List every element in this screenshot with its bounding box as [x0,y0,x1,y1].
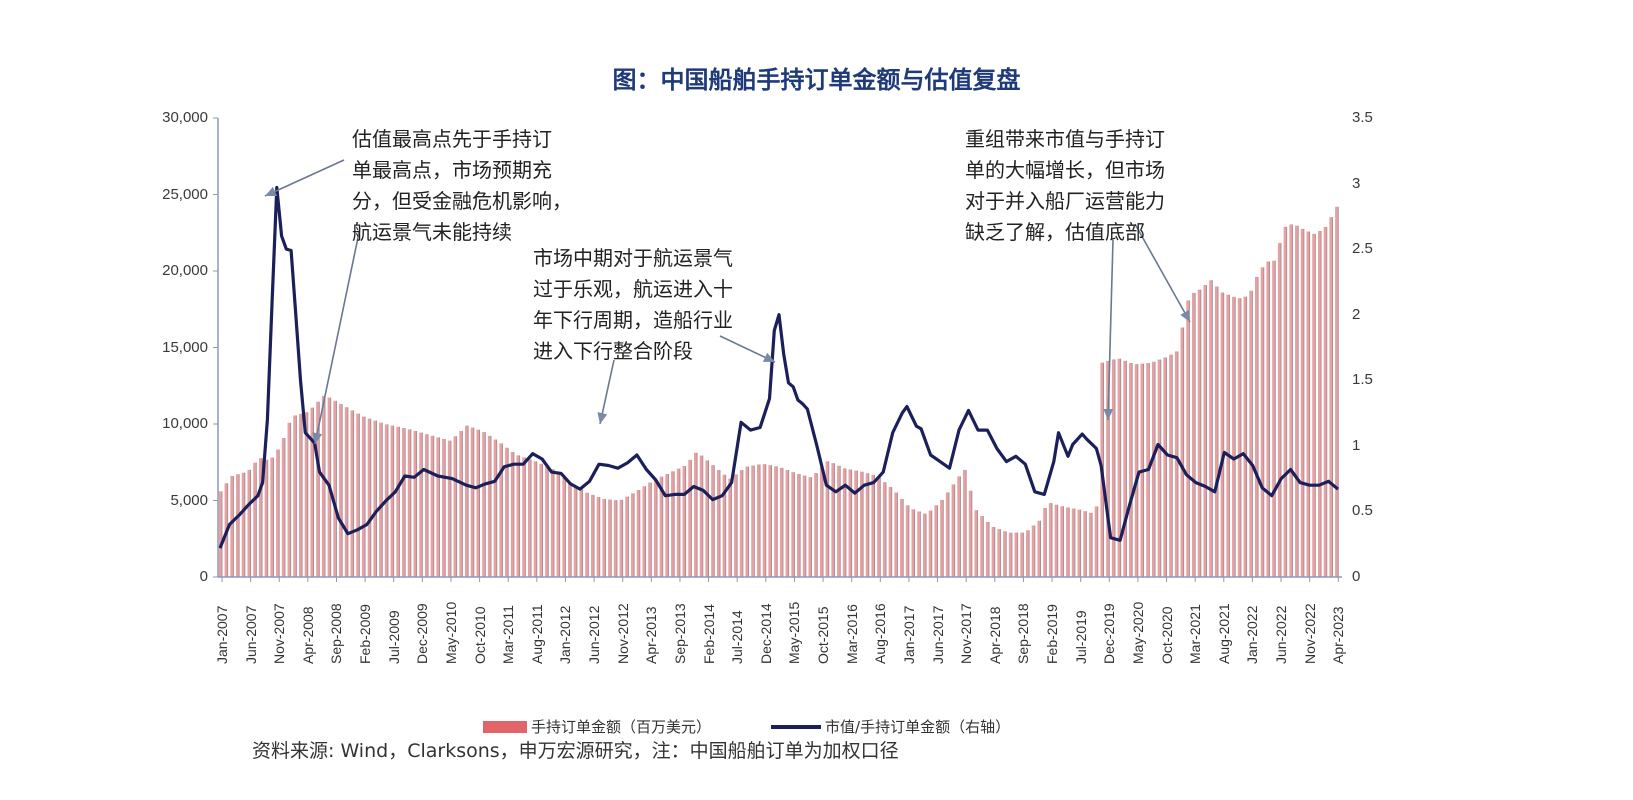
x-axis-tick-label: Jan-2012 [557,605,574,664]
x-axis-ticks [213,117,1339,582]
x-axis-tick-label: Apr-2018 [986,606,1003,664]
x-axis-tick-label: Dec-2014 [757,603,774,664]
annotation-restructuring: 重组带来市值与手持订 单的大幅增长，但市场 对于并入船厂运营能力 缺乏了解，估值… [965,127,1165,244]
x-axis-tick-label: Feb-2009 [357,604,374,664]
right-axis-tick-label: 0 [1352,568,1361,585]
x-axis-tick-label: Feb-2019 [1044,604,1061,664]
x-axis-tick-label: Jun-2022 [1273,605,1290,664]
right-axis-tick-label: 0.5 [1352,502,1373,520]
x-axis-tick-label: Jan-2017 [900,605,917,664]
x-axis-tick-label: Apr-2008 [299,606,316,664]
holding-orders-bars [218,206,1339,578]
x-axis-tick-label: Dec-2019 [1101,603,1118,664]
right-axis-tick-label: 2 [1352,305,1361,323]
left-axis-tick-label: 20,000 [162,262,208,279]
valuation-ratio-line [218,185,1340,549]
x-axis-tick-label: Oct-2010 [471,606,488,664]
right-axis-tick-label: 3.5 [1352,109,1373,126]
x-axis-tick-label: Jun-2017 [929,605,946,664]
left-axis-tick-label: 5,000 [170,491,208,509]
x-axis-tick-label: Jul-2009 [385,610,402,664]
annotation-mid-cycle: 市场中期对于航运景气 过于乐观，航运进入十 年下行周期，造船行业 进入下行整合阶… [533,246,733,363]
left-axis-tick-label: 10,000 [162,415,208,432]
left-axis-tick-label: 0 [199,568,208,585]
x-axis-tick-label: Apr-2013 [643,606,660,664]
x-axis-tick-label: May-2020 [1129,601,1146,664]
x-axis-tick-label: Mar-2011 [500,605,517,664]
x-axis-tick-label: Oct-2020 [1158,606,1175,664]
chart-title: 图：中国船舶手持订单金额与估值复盘 [612,66,1021,94]
x-axis-tick-label: Sep-2008 [328,603,345,664]
right-axis-tick-label: 1.5 [1352,371,1373,389]
left-axis-tick-label: 15,000 [162,338,208,356]
x-axis-tick-label: Aug-2011 [528,604,545,664]
legend-bar-swatch [483,720,527,733]
x-axis-tick-label: Jul-2014 [729,610,746,664]
x-axis-tick-label: Nov-2007 [271,603,288,664]
x-axis-tick-label: Jan-2022 [1244,605,1261,664]
x-axis-tick-label: Sep-2018 [1015,603,1032,664]
x-axis-tick-label: Oct-2015 [815,606,832,664]
x-axis-tick-label: Mar-2021 [1187,604,1204,664]
left-axis-tick-label: 25,000 [162,185,208,203]
left-axis-tick-label: 30,000 [162,109,208,126]
x-axis-tick-label: Nov-2012 [614,603,631,664]
x-axis-tick-label: Nov-2017 [958,603,975,664]
x-axis-tick-label: Aug-2016 [872,603,889,664]
x-axis-tick-label: Jan-2007 [214,605,230,664]
x-axis-tick-label: Mar-2016 [843,604,860,664]
x-axis-tick-label: Jun-2012 [586,605,603,664]
annotation-peak-valuation: 估值最高点先于手持订 单最高点，市场预期充 分，但受金融危机影响， 航运景气未能… [352,127,572,244]
x-axis-tick-label: Feb-2014 [700,604,717,664]
x-axis-tick-label: Apr-2023 [1330,606,1347,664]
annotation-arrows [264,159,1191,445]
right-axis-tick-label: 3 [1352,174,1361,192]
source-note: 资料来源: Wind，Clarksons，申万宏源研究，注：中国船舶订单为加权口… [252,740,899,762]
chart-legend: 手持订单金额（百万美元） 市值/手持订单金额（右轴） [483,716,1010,737]
x-axis-tick-label: Nov-2022 [1301,603,1318,664]
x-axis-tick-label: May-2015 [786,601,803,664]
x-axis-tick-label: Jun-2007 [242,605,259,664]
right-axis-tick-label: 1 [1352,436,1361,454]
legend-bar-label: 手持订单金额（百万美元） [531,718,712,736]
x-axis-tick-label: Aug-2021 [1215,603,1232,664]
x-axis-tick-label: Jul-2019 [1072,610,1089,664]
x-axis-tick-label: May-2010 [442,601,459,664]
legend-line-label: 市值/手持订单金额（右轴） [825,718,1011,736]
right-axis-tick-label: 2.5 [1352,240,1373,258]
x-axis-tick-label: Dec-2009 [414,603,431,664]
legend-line-swatch [771,724,822,729]
x-axis-tick-label: Sep-2013 [671,603,688,664]
